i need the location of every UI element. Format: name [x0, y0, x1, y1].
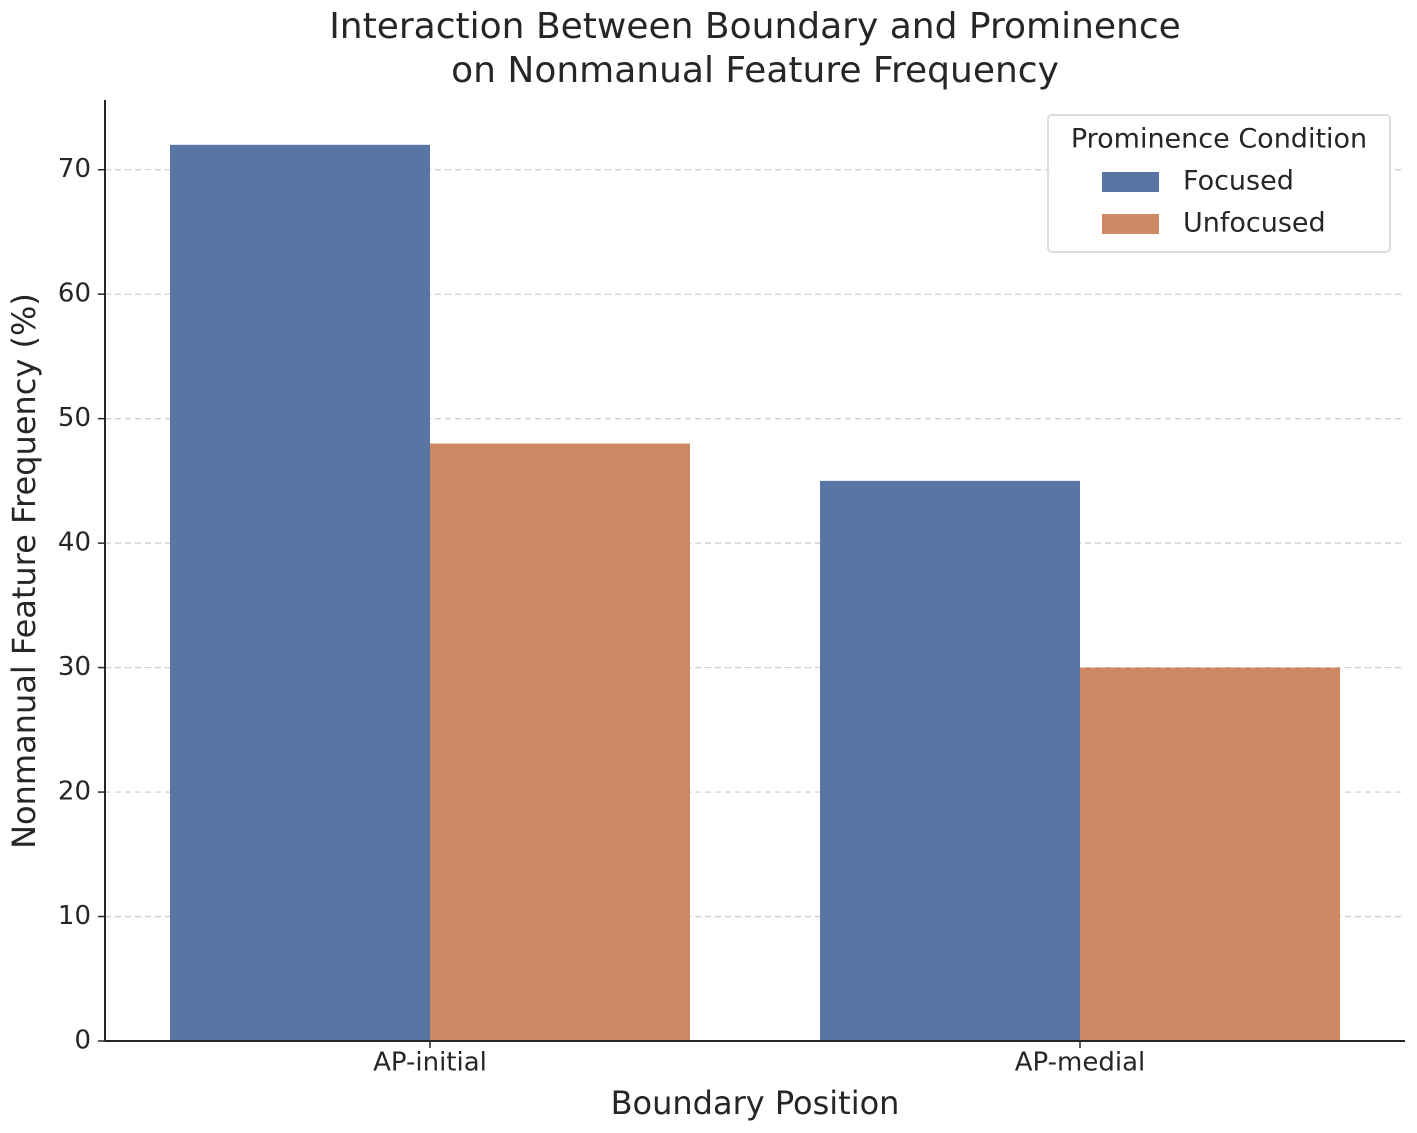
bar — [430, 443, 690, 1041]
legend-swatch — [1102, 214, 1159, 234]
y-tick-label: 50 — [58, 403, 91, 433]
legend-swatch — [1102, 172, 1159, 192]
legend-label: Unfocused — [1183, 208, 1326, 239]
y-tick-label: 10 — [58, 901, 91, 931]
legend-label: Focused — [1183, 166, 1294, 197]
bar — [170, 144, 430, 1042]
y-tick-label: 20 — [58, 777, 91, 807]
bar — [820, 480, 1080, 1041]
y-tick-label: 40 — [58, 528, 91, 558]
chart-title: on Nonmanual Feature Frequency — [451, 50, 1059, 91]
bar — [1080, 667, 1340, 1041]
x-tick-label: AP-initial — [373, 1048, 487, 1078]
y-tick-label: 30 — [58, 652, 91, 682]
y-tick-label: 60 — [58, 279, 91, 309]
y-tick-label: 0 — [74, 1026, 91, 1056]
x-axis-label: Boundary Position — [611, 1084, 900, 1122]
x-tick-label: AP-medial — [1015, 1048, 1145, 1078]
legend-title: Prominence Condition — [1071, 124, 1367, 155]
chart-title: Interaction Between Boundary and Promine… — [329, 6, 1181, 47]
y-axis-label: Nonmanual Feature Frequency (%) — [5, 293, 43, 849]
y-tick-label: 70 — [58, 154, 91, 184]
